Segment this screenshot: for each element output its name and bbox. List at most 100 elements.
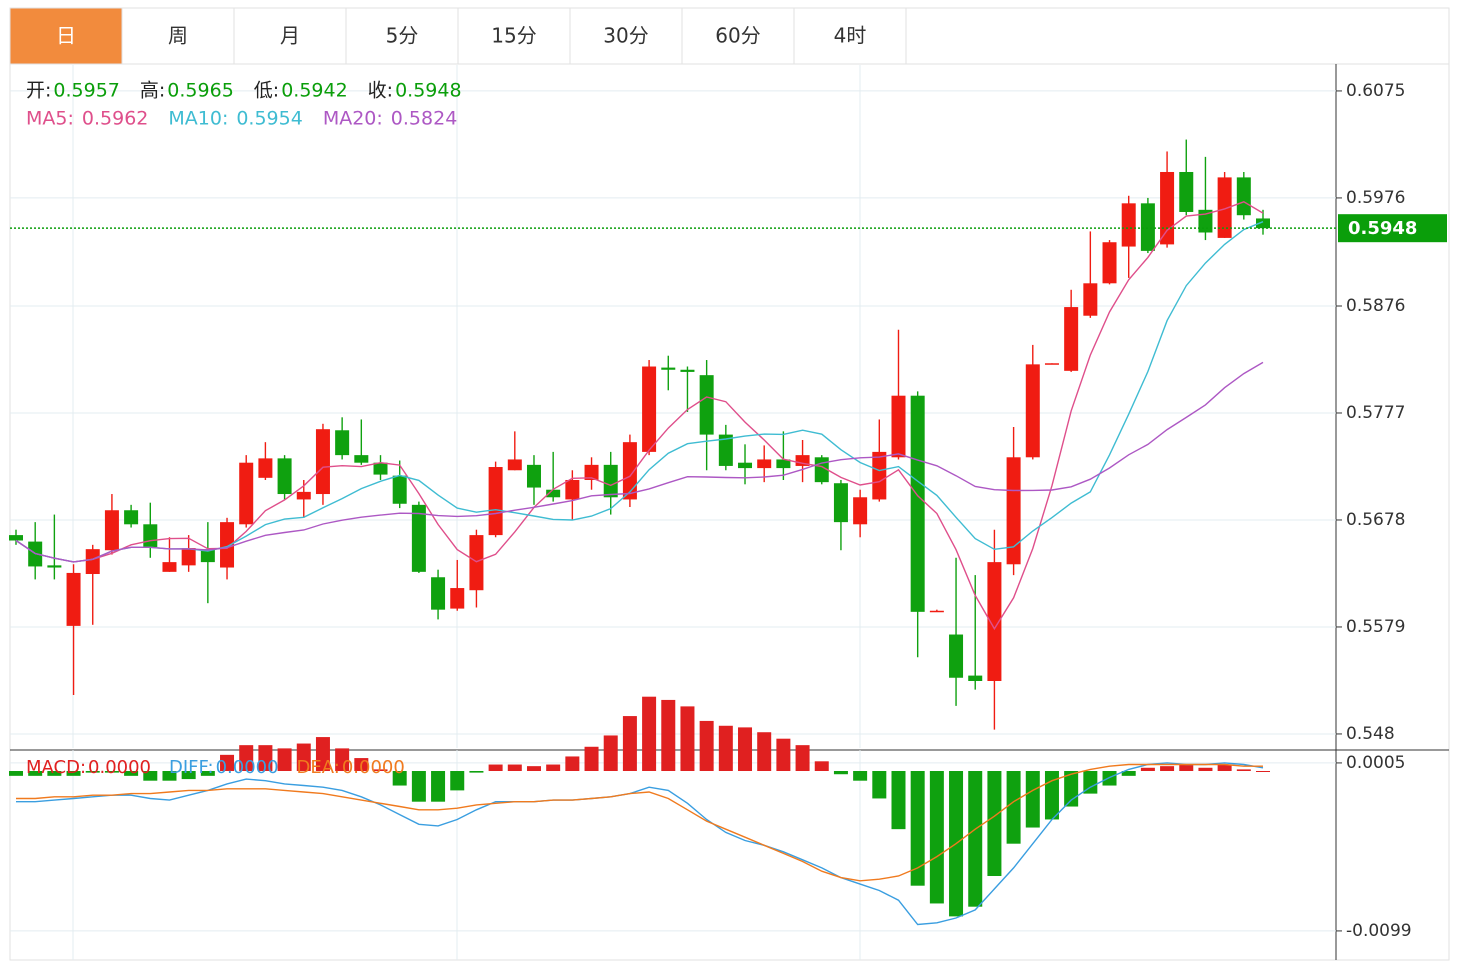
y-tick-label: 0.5678 [1346, 510, 1405, 530]
macd-bar [450, 771, 465, 791]
macd-bar [833, 771, 848, 775]
candle-body [373, 462, 388, 475]
tab[interactable] [457, 7, 571, 65]
macd-bar [507, 764, 522, 771]
candle-body [392, 475, 407, 504]
candle-body [315, 429, 330, 495]
candle-body [603, 464, 618, 498]
candle-body [1179, 171, 1194, 212]
macd-bar [373, 769, 388, 771]
candle-body [124, 510, 139, 525]
macd-bar [1140, 767, 1155, 771]
macd-bar [814, 761, 829, 771]
macd-bar [181, 771, 196, 780]
tab-label[interactable]: 60分 [715, 24, 760, 48]
candle-body [718, 434, 733, 466]
candle-body [546, 489, 561, 498]
tab-label[interactable]: 周 [168, 24, 188, 48]
candle-body [354, 455, 369, 463]
macd-bar [411, 771, 426, 802]
tab-label[interactable]: 月 [280, 24, 300, 48]
tab[interactable] [569, 7, 683, 65]
macd-bar [776, 738, 791, 771]
macd-legend-value: 0.0000 [216, 757, 279, 778]
tab-label[interactable]: 30分 [603, 24, 648, 48]
macd-legend-label: DEA: [297, 757, 340, 778]
macd-bar [258, 745, 273, 771]
candle-body [258, 458, 273, 478]
y-tick-label: -0.0099 [1346, 921, 1412, 941]
candle-body [239, 462, 254, 525]
ma-line [15, 201, 1264, 631]
macd-bar [1256, 771, 1270, 772]
candle-body [584, 464, 599, 480]
candle-body [872, 451, 887, 500]
macd-bar [872, 771, 887, 799]
macd-bar [584, 746, 599, 771]
candle-body [488, 467, 503, 536]
candle-body [66, 572, 81, 626]
candle-body [335, 430, 350, 456]
candle-body [1044, 363, 1059, 365]
candle-body [622, 442, 637, 500]
tab[interactable] [121, 7, 235, 65]
candle-body [929, 610, 944, 613]
macd-line [16, 763, 1263, 882]
candle-body [738, 462, 753, 469]
info-value: 0.5957 [53, 80, 119, 102]
info-label: 高: [140, 80, 165, 102]
macd-bar [795, 745, 810, 771]
candle-body [680, 369, 695, 372]
tab-label[interactable]: 5分 [386, 24, 419, 48]
macd-line [16, 762, 1264, 926]
ma-legend-value: 0.5824 [391, 108, 457, 130]
frame [9, 7, 1450, 961]
candle-body [47, 565, 62, 568]
macd-bar [1121, 771, 1136, 776]
tab[interactable] [233, 7, 347, 65]
candle-body [9, 535, 23, 541]
tab-label[interactable]: 日 [56, 24, 76, 48]
macd-bar [680, 706, 695, 771]
y-tick-label: 0.5876 [1346, 296, 1405, 316]
macd-bar [1044, 771, 1059, 820]
macd-bar [431, 771, 446, 802]
candle-body [1025, 364, 1040, 458]
macd-bar [1160, 766, 1175, 771]
macd-legend-value: 0.0000 [342, 757, 405, 778]
candle-body [507, 459, 522, 471]
candle-body [565, 479, 580, 500]
tab[interactable] [9, 7, 123, 65]
candle-body [181, 548, 196, 566]
candle-body [987, 562, 1002, 681]
macd-bar [546, 764, 561, 771]
macd-bar [66, 771, 81, 776]
macd-bar [757, 732, 772, 771]
macd-bar [1179, 764, 1194, 771]
macd-bar [220, 754, 235, 771]
macd-bar [47, 771, 62, 776]
macd-bar [699, 720, 714, 771]
macd-bar [968, 771, 983, 907]
tab-label[interactable]: 15分 [491, 24, 536, 48]
tab[interactable] [793, 7, 907, 65]
tab-label[interactable]: 4时 [834, 24, 867, 48]
macd-bar [1025, 771, 1040, 828]
macd-bar [738, 727, 753, 771]
candle-body [277, 458, 292, 495]
tab[interactable] [681, 7, 795, 65]
macd-bar [1217, 764, 1232, 771]
macd-bar [200, 771, 215, 776]
macd-bar [315, 737, 330, 771]
candle-body [1217, 177, 1232, 238]
macd-bar [603, 735, 618, 771]
macd-bar [853, 771, 868, 781]
macd-bar [1198, 767, 1213, 771]
tab[interactable] [345, 7, 459, 65]
candle-body [1064, 307, 1079, 371]
candle-body [1236, 177, 1251, 216]
macd-bar [622, 716, 637, 771]
macd-bar [162, 771, 177, 781]
macd-legend-label: DIFF: [169, 757, 214, 778]
